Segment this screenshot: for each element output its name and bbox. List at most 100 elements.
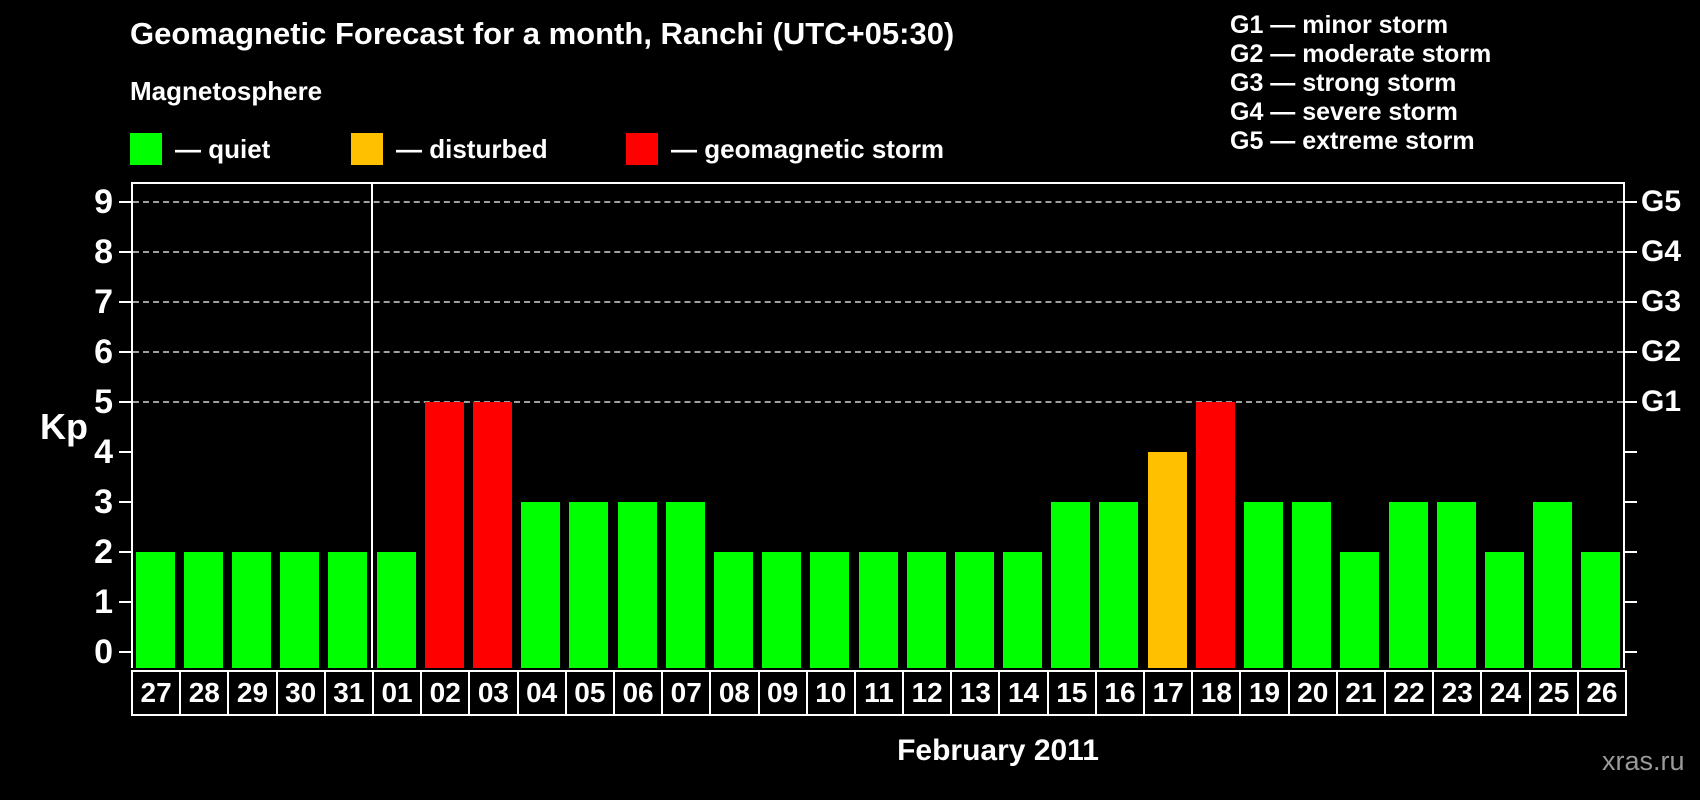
left-tick-kp2 xyxy=(119,551,131,553)
right-tick-kp3 xyxy=(1625,501,1637,503)
bar-day-17 xyxy=(1147,452,1187,668)
bar-day-15 xyxy=(1051,502,1091,668)
x-day-box-19: 19 xyxy=(1239,670,1290,716)
bar-day-12 xyxy=(906,552,946,668)
gridline-kp7 xyxy=(133,301,1623,303)
x-day-box-23: 23 xyxy=(1432,670,1483,716)
right-tick-kp2 xyxy=(1625,551,1637,553)
x-day-box-13: 13 xyxy=(950,670,1001,716)
right-tick-kp8 xyxy=(1625,251,1637,253)
legend-label-disturbed: — disturbed xyxy=(396,133,548,164)
x-day-box-04: 04 xyxy=(516,670,567,716)
x-day-box-08: 08 xyxy=(709,670,760,716)
gridline-kp5 xyxy=(133,401,1623,403)
left-tick-kp5 xyxy=(119,401,131,403)
bar-day-14 xyxy=(1003,552,1043,668)
x-day-box-21: 21 xyxy=(1335,670,1387,716)
y-tick-label-8: 8 xyxy=(94,233,113,271)
x-day-box-27: 27 xyxy=(131,670,182,716)
chart-title: Geomagnetic Forecast for a month, Ranchi… xyxy=(130,16,955,51)
bar-day-31 xyxy=(328,552,368,668)
legend-label-quiet: — quiet xyxy=(175,133,271,164)
x-day-box-11: 11 xyxy=(853,670,905,716)
x-day-box-29: 29 xyxy=(227,670,278,716)
bar-day-20 xyxy=(1292,502,1332,668)
g-scale-legend: G1 — minor storm G2 — moderate storm G3 … xyxy=(1230,11,1491,156)
bar-day-01 xyxy=(376,552,416,668)
x-day-box-06: 06 xyxy=(612,670,664,716)
month-boundary-line xyxy=(370,184,373,668)
bar-day-03 xyxy=(472,402,512,668)
disturbed-swatch-icon xyxy=(351,133,383,165)
bar-day-30 xyxy=(280,552,320,668)
g-axis-label-g4: G4 xyxy=(1641,235,1682,268)
plot-area xyxy=(131,182,1625,668)
bar-day-02 xyxy=(424,402,464,668)
bar-day-13 xyxy=(954,552,994,668)
g-legend-line-g2: G2 — moderate storm xyxy=(1230,40,1492,68)
bar-day-24 xyxy=(1485,552,1525,668)
x-day-box-03: 03 xyxy=(468,670,519,716)
y-tick-label-2: 2 xyxy=(94,533,113,571)
legend-item-quiet: — quiet xyxy=(130,132,270,166)
g-legend-line-g1: G1 — minor storm xyxy=(1230,11,1449,39)
x-day-box-01: 01 xyxy=(371,670,423,716)
x-day-box-05: 05 xyxy=(564,670,615,716)
left-tick-kp3 xyxy=(119,501,131,503)
legend-item-storm: — geomagnetic storm xyxy=(626,132,944,166)
x-day-box-22: 22 xyxy=(1384,670,1435,716)
gridline-kp6 xyxy=(133,351,1623,353)
g-legend-line-g3: G3 — strong storm xyxy=(1230,69,1457,97)
right-tick-kp5 xyxy=(1625,401,1637,403)
watermark: xras.ru xyxy=(1602,746,1685,776)
bar-day-08 xyxy=(713,552,753,668)
right-tick-kp0 xyxy=(1625,651,1637,653)
x-day-box-30: 30 xyxy=(275,670,326,716)
y-tick-label-3: 3 xyxy=(94,483,113,521)
gridline-kp9 xyxy=(133,201,1623,203)
x-axis-title: February 2011 xyxy=(897,734,1099,767)
bar-day-06 xyxy=(617,502,657,668)
legend-item-disturbed: — disturbed xyxy=(351,132,548,166)
x-day-box-31: 31 xyxy=(323,670,374,716)
left-tick-kp9 xyxy=(119,201,131,203)
left-tick-kp8 xyxy=(119,251,131,253)
left-tick-kp0 xyxy=(119,651,131,653)
y-tick-label-5: 5 xyxy=(94,383,113,421)
left-tick-kp4 xyxy=(119,451,131,453)
y-tick-label-1: 1 xyxy=(94,583,113,621)
right-tick-kp6 xyxy=(1625,351,1637,353)
bar-day-22 xyxy=(1388,502,1428,668)
y-tick-label-7: 7 xyxy=(94,283,113,321)
x-day-box-17: 17 xyxy=(1143,670,1194,716)
x-day-box-16: 16 xyxy=(1094,670,1146,716)
bar-day-10 xyxy=(810,552,850,668)
x-day-box-20: 20 xyxy=(1287,670,1338,716)
bar-day-04 xyxy=(521,502,561,668)
g-legend-line-g4: G4 — severe storm xyxy=(1230,98,1458,126)
x-day-box-26: 26 xyxy=(1576,670,1627,716)
x-day-box-15: 15 xyxy=(1046,670,1097,716)
bar-day-25 xyxy=(1533,502,1573,668)
bar-day-11 xyxy=(858,552,898,668)
bar-day-28 xyxy=(183,552,223,668)
g-legend-line-g5: G5 — extreme storm xyxy=(1230,127,1475,155)
magnetosphere-label: Magnetosphere xyxy=(130,76,323,106)
x-day-box-18: 18 xyxy=(1191,670,1242,716)
bar-day-05 xyxy=(569,502,609,668)
bar-day-09 xyxy=(762,552,802,668)
x-day-box-12: 12 xyxy=(902,670,953,716)
bar-day-21 xyxy=(1340,552,1380,668)
x-day-box-24: 24 xyxy=(1480,670,1531,716)
x-day-box-25: 25 xyxy=(1528,670,1579,716)
legend-label-storm: — geomagnetic storm xyxy=(671,133,945,164)
x-day-box-14: 14 xyxy=(998,670,1049,716)
x-day-box-07: 07 xyxy=(661,670,712,716)
g-axis-label-g2: G2 xyxy=(1641,335,1682,368)
bar-day-07 xyxy=(665,502,705,668)
bar-day-18 xyxy=(1195,402,1235,668)
bar-day-27 xyxy=(135,552,175,668)
y-tick-label-4: 4 xyxy=(94,433,113,471)
left-tick-kp1 xyxy=(119,601,131,603)
